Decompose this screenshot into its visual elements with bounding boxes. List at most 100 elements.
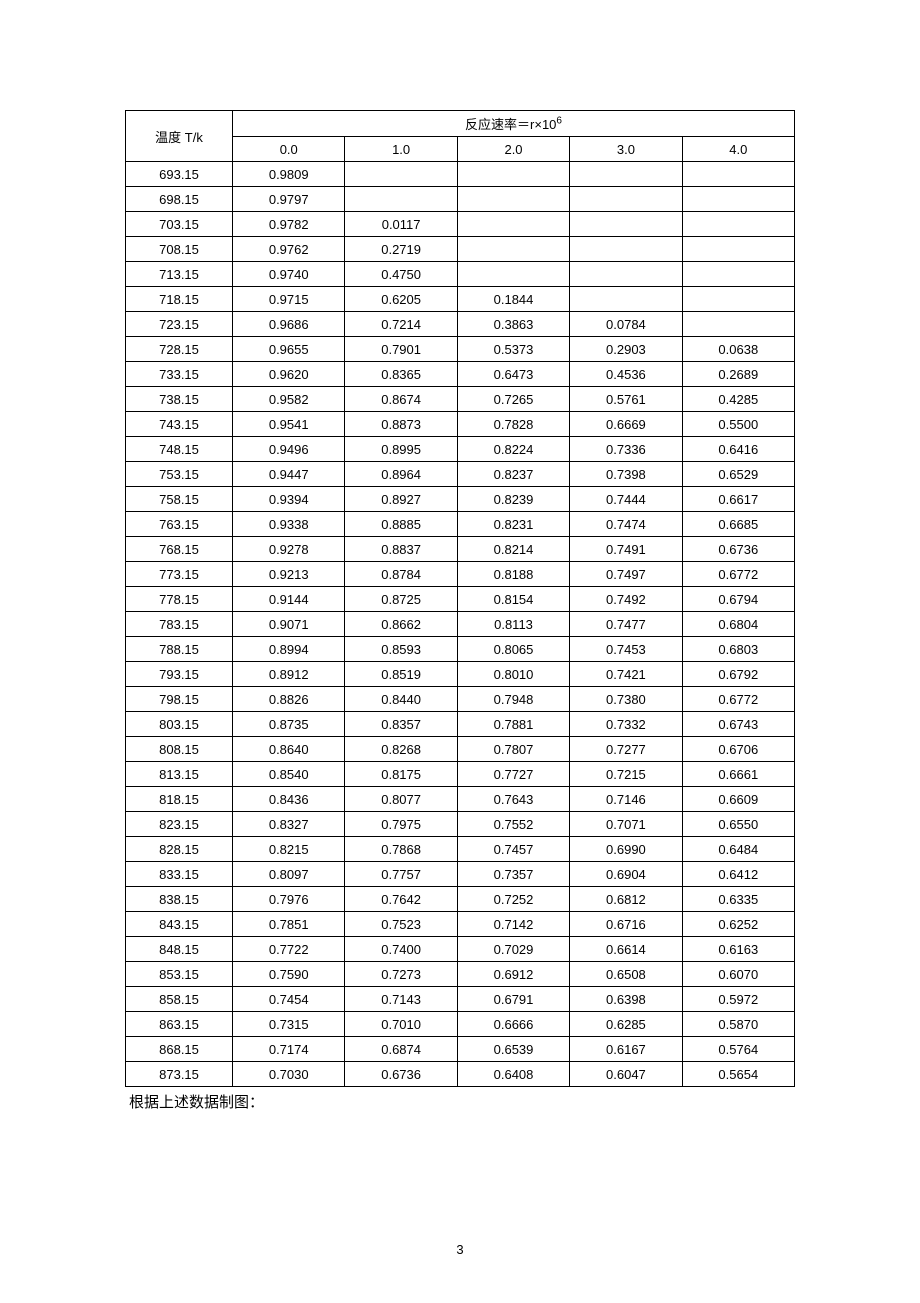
value-cell: 0.6794	[682, 587, 794, 612]
value-cell: 0.4536	[570, 362, 682, 387]
table-row: 743.150.95410.88730.78280.66690.5500	[126, 412, 795, 437]
value-cell	[682, 262, 794, 287]
table-row: 763.150.93380.88850.82310.74740.6685	[126, 512, 795, 537]
value-cell: 0.5373	[457, 337, 569, 362]
header-temperature: 温度 T/k	[126, 111, 233, 162]
value-cell: 0.7497	[570, 562, 682, 587]
value-cell: 0.8540	[233, 762, 345, 787]
value-cell: 0.7477	[570, 612, 682, 637]
value-cell: 0.7252	[457, 887, 569, 912]
temperature-cell: 813.15	[126, 762, 233, 787]
value-cell: 0.7454	[233, 987, 345, 1012]
value-cell	[682, 187, 794, 212]
value-cell: 0.7868	[345, 837, 457, 862]
value-cell: 0.6539	[457, 1037, 569, 1062]
temperature-cell: 733.15	[126, 362, 233, 387]
value-cell: 0.4285	[682, 387, 794, 412]
value-cell	[457, 212, 569, 237]
value-cell: 0.8097	[233, 862, 345, 887]
table-row: 778.150.91440.87250.81540.74920.6794	[126, 587, 795, 612]
table-row: 773.150.92130.87840.81880.74970.6772	[126, 562, 795, 587]
value-cell: 0.0784	[570, 312, 682, 337]
value-cell: 0.8662	[345, 612, 457, 637]
temperature-cell: 863.15	[126, 1012, 233, 1037]
value-cell: 0.8365	[345, 362, 457, 387]
caption-text: 根据上述数据制图：	[125, 1091, 795, 1112]
table-row: 753.150.94470.89640.82370.73980.6529	[126, 462, 795, 487]
table-row: 828.150.82150.78680.74570.69900.6484	[126, 837, 795, 862]
value-cell: 0.7143	[345, 987, 457, 1012]
value-cell: 0.9809	[233, 162, 345, 187]
value-cell: 0.6508	[570, 962, 682, 987]
table-row: 703.150.97820.0117	[126, 212, 795, 237]
value-cell: 0.6736	[345, 1062, 457, 1087]
temperature-cell: 693.15	[126, 162, 233, 187]
value-cell: 0.7277	[570, 737, 682, 762]
temperature-cell: 783.15	[126, 612, 233, 637]
value-cell: 0.6614	[570, 937, 682, 962]
value-cell: 0.6804	[682, 612, 794, 637]
temperature-cell: 763.15	[126, 512, 233, 537]
temperature-cell: 713.15	[126, 262, 233, 287]
value-cell: 0.6772	[682, 687, 794, 712]
value-cell: 0.8237	[457, 462, 569, 487]
temperature-cell: 728.15	[126, 337, 233, 362]
value-cell: 0.7315	[233, 1012, 345, 1037]
temperature-cell: 803.15	[126, 712, 233, 737]
value-cell: 0.3863	[457, 312, 569, 337]
temperature-cell: 738.15	[126, 387, 233, 412]
value-cell: 0.9338	[233, 512, 345, 537]
value-cell: 0.9496	[233, 437, 345, 462]
temperature-cell: 828.15	[126, 837, 233, 862]
value-cell	[457, 187, 569, 212]
temperature-cell: 758.15	[126, 487, 233, 512]
value-cell: 0.8065	[457, 637, 569, 662]
table-row: 758.150.93940.89270.82390.74440.6617	[126, 487, 795, 512]
temperature-cell: 838.15	[126, 887, 233, 912]
value-cell: 0.7444	[570, 487, 682, 512]
value-cell: 0.8268	[345, 737, 457, 762]
temperature-cell: 873.15	[126, 1062, 233, 1087]
value-cell: 0.5761	[570, 387, 682, 412]
value-cell: 0.7757	[345, 862, 457, 887]
value-cell: 0.8214	[457, 537, 569, 562]
value-cell: 0.8784	[345, 562, 457, 587]
value-cell: 0.8725	[345, 587, 457, 612]
value-cell: 0.9278	[233, 537, 345, 562]
value-cell: 0.2689	[682, 362, 794, 387]
value-cell: 0.6416	[682, 437, 794, 462]
value-cell: 0.9620	[233, 362, 345, 387]
value-cell: 0.7010	[345, 1012, 457, 1037]
value-cell: 0.5870	[682, 1012, 794, 1037]
subheader-col-3: 3.0	[570, 137, 682, 162]
value-cell: 0.8224	[457, 437, 569, 462]
table-row: 723.150.96860.72140.38630.0784	[126, 312, 795, 337]
value-cell: 0.8912	[233, 662, 345, 687]
temperature-cell: 793.15	[126, 662, 233, 687]
table-row: 863.150.73150.70100.66660.62850.5870	[126, 1012, 795, 1037]
value-cell	[345, 162, 457, 187]
temperature-cell: 743.15	[126, 412, 233, 437]
value-cell: 0.9541	[233, 412, 345, 437]
page-number: 3	[125, 1242, 795, 1257]
temperature-cell: 848.15	[126, 937, 233, 962]
value-cell: 0.7976	[233, 887, 345, 912]
temperature-cell: 858.15	[126, 987, 233, 1012]
value-cell: 0.7727	[457, 762, 569, 787]
table-row: 768.150.92780.88370.82140.74910.6736	[126, 537, 795, 562]
value-cell: 0.9447	[233, 462, 345, 487]
value-cell: 0.8994	[233, 637, 345, 662]
table-row: 813.150.85400.81750.77270.72150.6661	[126, 762, 795, 787]
value-cell: 0.6167	[570, 1037, 682, 1062]
value-cell	[682, 237, 794, 262]
value-cell	[570, 212, 682, 237]
table-row: 808.150.86400.82680.78070.72770.6706	[126, 737, 795, 762]
value-cell: 0.7807	[457, 737, 569, 762]
value-cell: 0.7174	[233, 1037, 345, 1062]
value-cell	[682, 287, 794, 312]
value-cell: 0.6252	[682, 912, 794, 937]
table-row: 728.150.96550.79010.53730.29030.0638	[126, 337, 795, 362]
value-cell: 0.5654	[682, 1062, 794, 1087]
value-cell: 0.6743	[682, 712, 794, 737]
value-cell: 0.6398	[570, 987, 682, 1012]
